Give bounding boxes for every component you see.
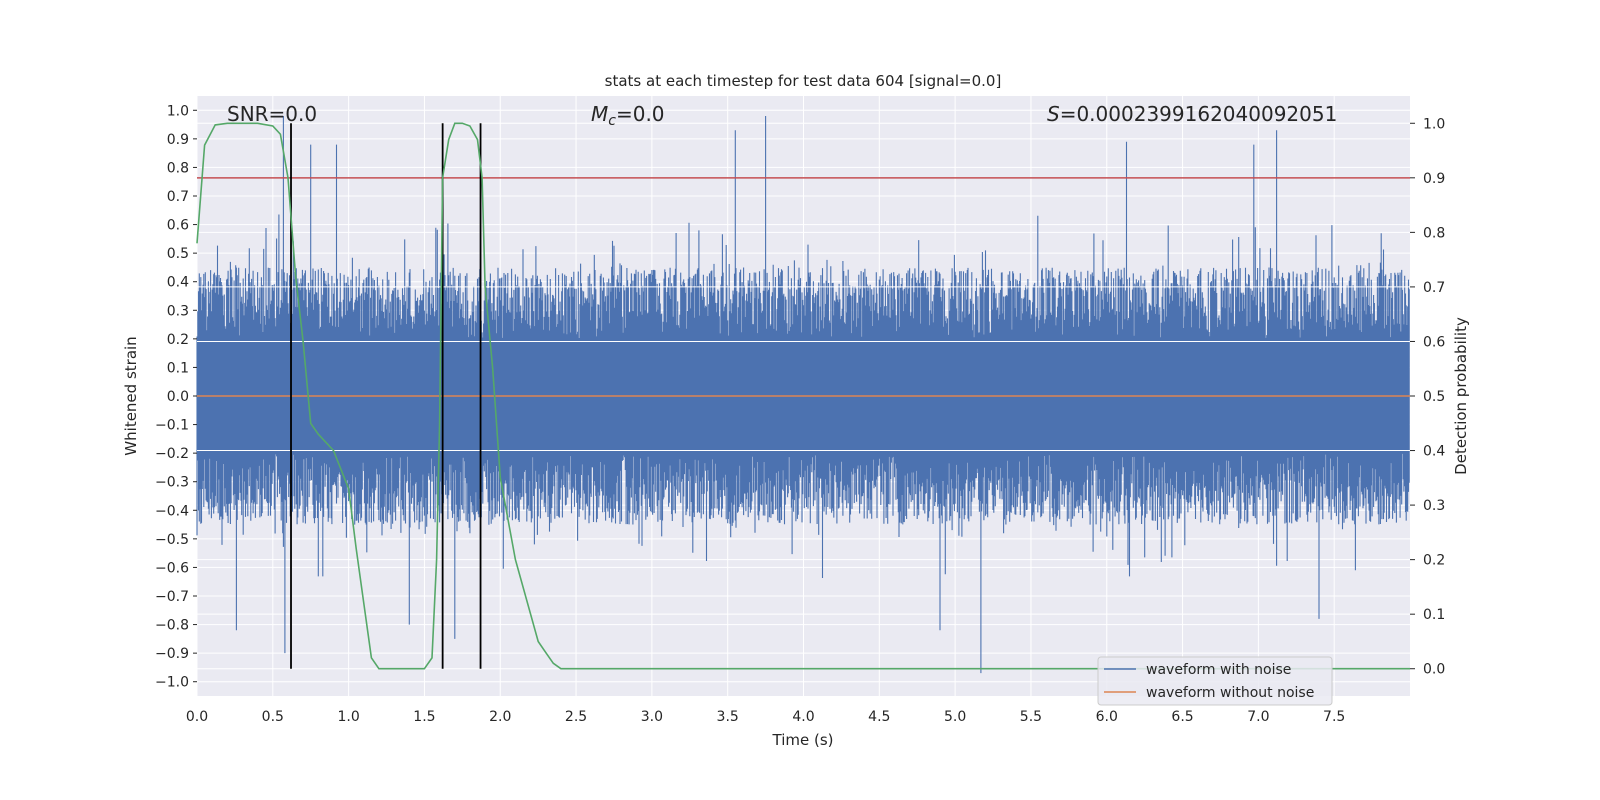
x-tick-label: 0.0 xyxy=(186,709,208,725)
y-tick-label: −0.1 xyxy=(155,418,189,434)
snr-annotation: SNR=0.0 xyxy=(227,102,317,126)
y-tick-label: 0.6 xyxy=(167,218,189,234)
noise-waveform-path xyxy=(196,116,1410,674)
y-tick-label: 1.0 xyxy=(167,103,189,119)
x-tick-label: 7.5 xyxy=(1323,709,1345,725)
s-annotation: S=0.0002399162040092051 xyxy=(1047,102,1337,126)
y-tick-label: −0.8 xyxy=(155,618,189,634)
y-axis-right-label: Detection probability xyxy=(1452,317,1470,475)
legend: waveform with noise waveform without noi… xyxy=(1097,656,1333,706)
y-axis-left-ticks: 1.0 0.9 0.8 0.7 0.6 0.5 0.4 0.3 0.2 0.1 0.0 −0.1 −0.… xyxy=(155,103,197,691)
x-tick-label: 1.0 xyxy=(337,709,359,725)
y-right-tick-label: 0.4 xyxy=(1423,444,1445,460)
x-tick-label: 6.5 xyxy=(1171,709,1193,725)
x-axis-ticks: 0.0 0.5 1.0 1.5 2.0 2.5 3.0 3.5 4.0 4.5 5.0 5.5 6.0 6… xyxy=(186,709,1345,725)
x-tick-label: 2.0 xyxy=(489,709,511,725)
y-tick-label: −0.2 xyxy=(155,446,189,462)
s-value: =0.0002399162040092051 xyxy=(1060,102,1338,126)
detection-probability-line xyxy=(196,122,1410,670)
mc-symbol: M xyxy=(591,102,608,126)
y-tick-label: −0.4 xyxy=(155,503,189,519)
y-right-tick-label: 0.0 xyxy=(1423,662,1445,678)
x-tick-label: 0.5 xyxy=(262,709,284,725)
legend-label-noise: waveform with noise xyxy=(1146,662,1291,678)
legend-label-clean: waveform without noise xyxy=(1146,685,1314,701)
y-right-tick-label: 0.2 xyxy=(1423,553,1445,569)
y-tick-label: −0.7 xyxy=(155,589,189,605)
y-right-tick-label: 0.9 xyxy=(1423,171,1445,187)
y-tick-label: 0.8 xyxy=(167,160,189,176)
x-tick-label: 3.0 xyxy=(641,709,663,725)
y-right-tick-label: 0.6 xyxy=(1423,334,1445,350)
y-tick-label: 0.5 xyxy=(167,246,189,262)
s-symbol: S xyxy=(1047,102,1060,126)
y-tick-label: −0.3 xyxy=(155,475,189,491)
y-tick-label: 0.3 xyxy=(167,303,189,319)
y-right-tick-label: 1.0 xyxy=(1423,116,1445,132)
x-axis-label: Time (s) xyxy=(772,731,834,749)
mc-annotation: Mc=0.0 xyxy=(591,102,665,129)
y-tick-label: −0.6 xyxy=(155,560,189,576)
y-tick-label: 0.0 xyxy=(167,389,189,405)
y-right-tick-label: 0.7 xyxy=(1423,280,1445,296)
x-tick-label: 2.5 xyxy=(565,709,587,725)
y-tick-label: 0.4 xyxy=(167,275,189,291)
y-axis-right-ticks: 1.0 0.9 0.8 0.7 0.6 0.5 0.4 0.3 0.2 0.1 0.0 xyxy=(1410,116,1445,678)
y-tick-label: 0.1 xyxy=(167,360,189,376)
overlay-lines xyxy=(196,122,1410,670)
x-tick-label: 6.0 xyxy=(1096,709,1118,725)
y-tick-label: −0.5 xyxy=(155,532,189,548)
y-tick-label: 0.2 xyxy=(167,332,189,348)
y-right-tick-label: 0.5 xyxy=(1423,389,1445,405)
series-waveform-with-noise xyxy=(196,116,1410,674)
x-tick-label: 3.5 xyxy=(717,709,739,725)
y-right-tick-label: 0.8 xyxy=(1423,225,1445,241)
x-tick-label: 5.0 xyxy=(944,709,966,725)
x-tick-label: 5.5 xyxy=(1020,709,1042,725)
y-right-tick-label: 0.1 xyxy=(1423,607,1445,623)
y-axis-label: Whitened strain xyxy=(122,336,140,455)
mc-subscript: c xyxy=(608,113,616,129)
y-tick-label: 0.9 xyxy=(167,132,189,148)
x-tick-label: 4.0 xyxy=(792,709,814,725)
chart-title: stats at each timestep for test data 604… xyxy=(605,72,1002,90)
x-tick-label: 4.5 xyxy=(868,709,890,725)
y-right-tick-label: 0.3 xyxy=(1423,498,1445,514)
y-tick-label: 0.7 xyxy=(167,189,189,205)
mc-value: =0.0 xyxy=(616,102,665,126)
x-tick-label: 7.0 xyxy=(1247,709,1269,725)
y-tick-label: −0.9 xyxy=(155,646,189,662)
y-tick-label: −1.0 xyxy=(155,675,189,691)
legend-box xyxy=(1097,656,1333,706)
x-tick-label: 1.5 xyxy=(413,709,435,725)
